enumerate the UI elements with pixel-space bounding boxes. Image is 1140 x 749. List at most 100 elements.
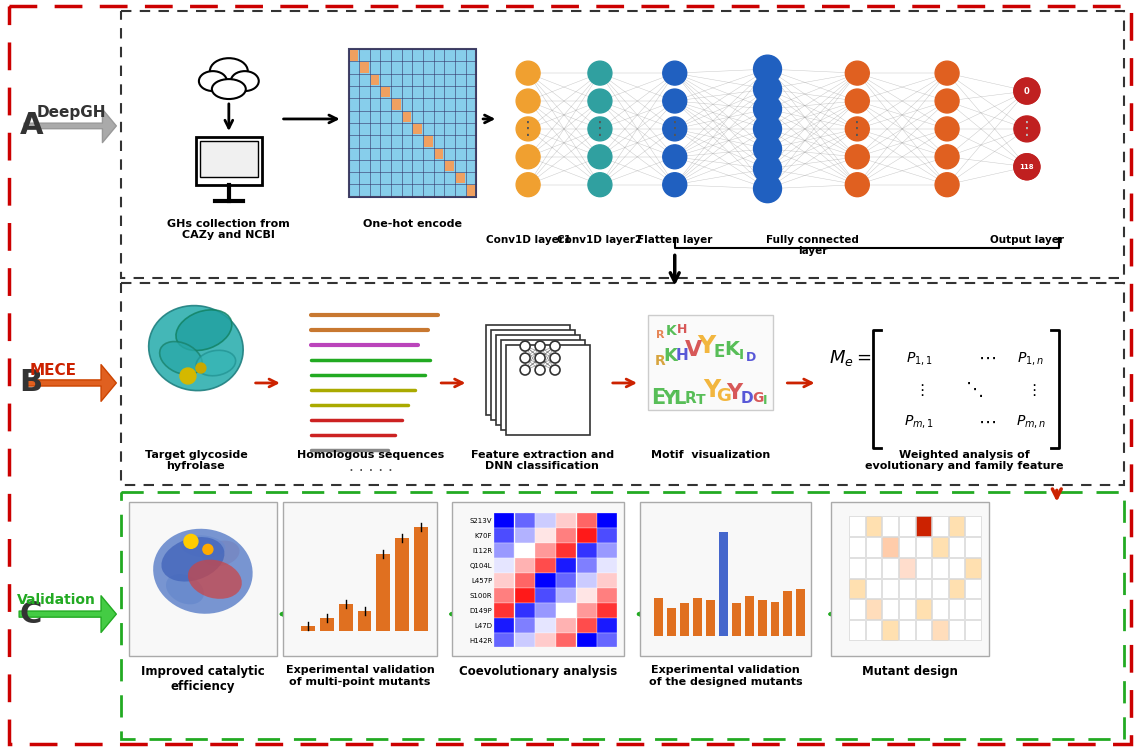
Bar <box>899 558 914 577</box>
Bar <box>494 558 514 573</box>
Bar <box>494 633 514 647</box>
Bar <box>502 340 585 430</box>
Bar <box>121 283 1124 485</box>
Bar <box>556 514 576 528</box>
Bar <box>882 579 898 598</box>
Ellipse shape <box>162 537 225 581</box>
Ellipse shape <box>148 306 243 390</box>
Bar <box>882 517 898 536</box>
Bar <box>196 137 262 185</box>
Bar <box>515 558 535 573</box>
Bar <box>899 579 914 598</box>
Bar <box>370 75 380 85</box>
Ellipse shape <box>180 536 226 557</box>
Text: Y: Y <box>703 378 720 402</box>
Bar <box>424 136 433 147</box>
Bar <box>515 618 535 633</box>
Bar <box>446 161 454 171</box>
Text: Output layer: Output layer <box>990 234 1064 244</box>
Bar <box>556 529 576 543</box>
Text: ⋮: ⋮ <box>591 120 609 138</box>
Bar <box>515 543 535 558</box>
Bar <box>899 620 914 640</box>
Bar <box>899 599 914 619</box>
Bar <box>577 603 596 618</box>
Bar <box>556 618 576 633</box>
Text: V: V <box>685 340 702 360</box>
Text: K70F: K70F <box>474 533 492 539</box>
Bar <box>831 502 990 656</box>
Bar <box>849 620 865 640</box>
Circle shape <box>754 115 782 143</box>
Text: C: C <box>19 600 42 628</box>
Circle shape <box>1013 154 1040 180</box>
Circle shape <box>754 75 782 103</box>
Bar <box>866 599 881 619</box>
Text: I: I <box>739 348 744 362</box>
Bar <box>948 599 964 619</box>
Text: K: K <box>666 324 676 338</box>
Bar <box>640 502 812 656</box>
Text: I112R: I112R <box>472 548 492 554</box>
Text: $M_e =$: $M_e =$ <box>830 348 872 368</box>
Bar <box>783 590 792 636</box>
Circle shape <box>549 365 560 375</box>
Bar <box>556 633 576 647</box>
Text: Q104L: Q104L <box>470 562 492 568</box>
Bar <box>556 543 576 558</box>
Bar <box>577 514 596 528</box>
Ellipse shape <box>202 541 239 566</box>
Text: D: D <box>746 351 756 364</box>
Bar <box>283 502 438 656</box>
Circle shape <box>549 341 560 351</box>
Text: GHs collection from
CAZy and NCBI: GHs collection from CAZy and NCBI <box>168 219 291 240</box>
Bar <box>577 529 596 543</box>
Circle shape <box>516 89 540 113</box>
Text: S100R: S100R <box>470 592 492 598</box>
Bar <box>536 573 555 588</box>
Bar <box>597 603 618 618</box>
Text: $P_{1,1}$: $P_{1,1}$ <box>906 350 933 366</box>
Text: S213V: S213V <box>470 518 492 524</box>
Bar <box>453 502 624 656</box>
Circle shape <box>846 61 870 85</box>
Circle shape <box>935 145 959 169</box>
Bar <box>494 618 514 633</box>
Bar <box>494 543 514 558</box>
Circle shape <box>588 89 612 113</box>
Bar <box>966 537 982 557</box>
Circle shape <box>535 353 545 363</box>
Ellipse shape <box>230 71 259 91</box>
Bar <box>771 602 780 636</box>
Text: Homologous sequences: Homologous sequences <box>296 449 445 460</box>
Bar <box>402 112 412 122</box>
Bar <box>515 573 535 588</box>
Bar <box>849 558 865 577</box>
Bar <box>556 573 576 588</box>
Bar <box>948 537 964 557</box>
Bar <box>866 579 881 598</box>
Text: $\cdots$: $\cdots$ <box>978 413 996 431</box>
Bar <box>376 554 390 631</box>
Bar <box>948 620 964 640</box>
Text: ⋮: ⋮ <box>666 120 684 138</box>
Bar <box>966 558 982 577</box>
Text: $\cdots$: $\cdots$ <box>978 349 996 367</box>
Text: Experimental validation
of multi-point mutants: Experimental validation of multi-point m… <box>286 665 434 687</box>
Bar <box>350 50 358 61</box>
Bar <box>866 620 881 640</box>
Text: I: I <box>764 394 767 407</box>
Bar <box>933 517 947 536</box>
Text: Improved catalytic
efficiency: Improved catalytic efficiency <box>141 665 264 693</box>
Bar <box>577 558 596 573</box>
Bar <box>556 603 576 618</box>
Bar <box>494 603 514 618</box>
Circle shape <box>588 145 612 169</box>
Text: Target glycoside
hyfrolase: Target glycoside hyfrolase <box>145 449 247 471</box>
Bar <box>597 543 618 558</box>
Bar <box>882 558 898 577</box>
Text: Weighted analysis of
evolutionary and family feature: Weighted analysis of evolutionary and fa… <box>865 449 1064 471</box>
Text: T: T <box>695 393 706 407</box>
Bar <box>597 618 618 633</box>
Text: Y: Y <box>726 383 742 403</box>
